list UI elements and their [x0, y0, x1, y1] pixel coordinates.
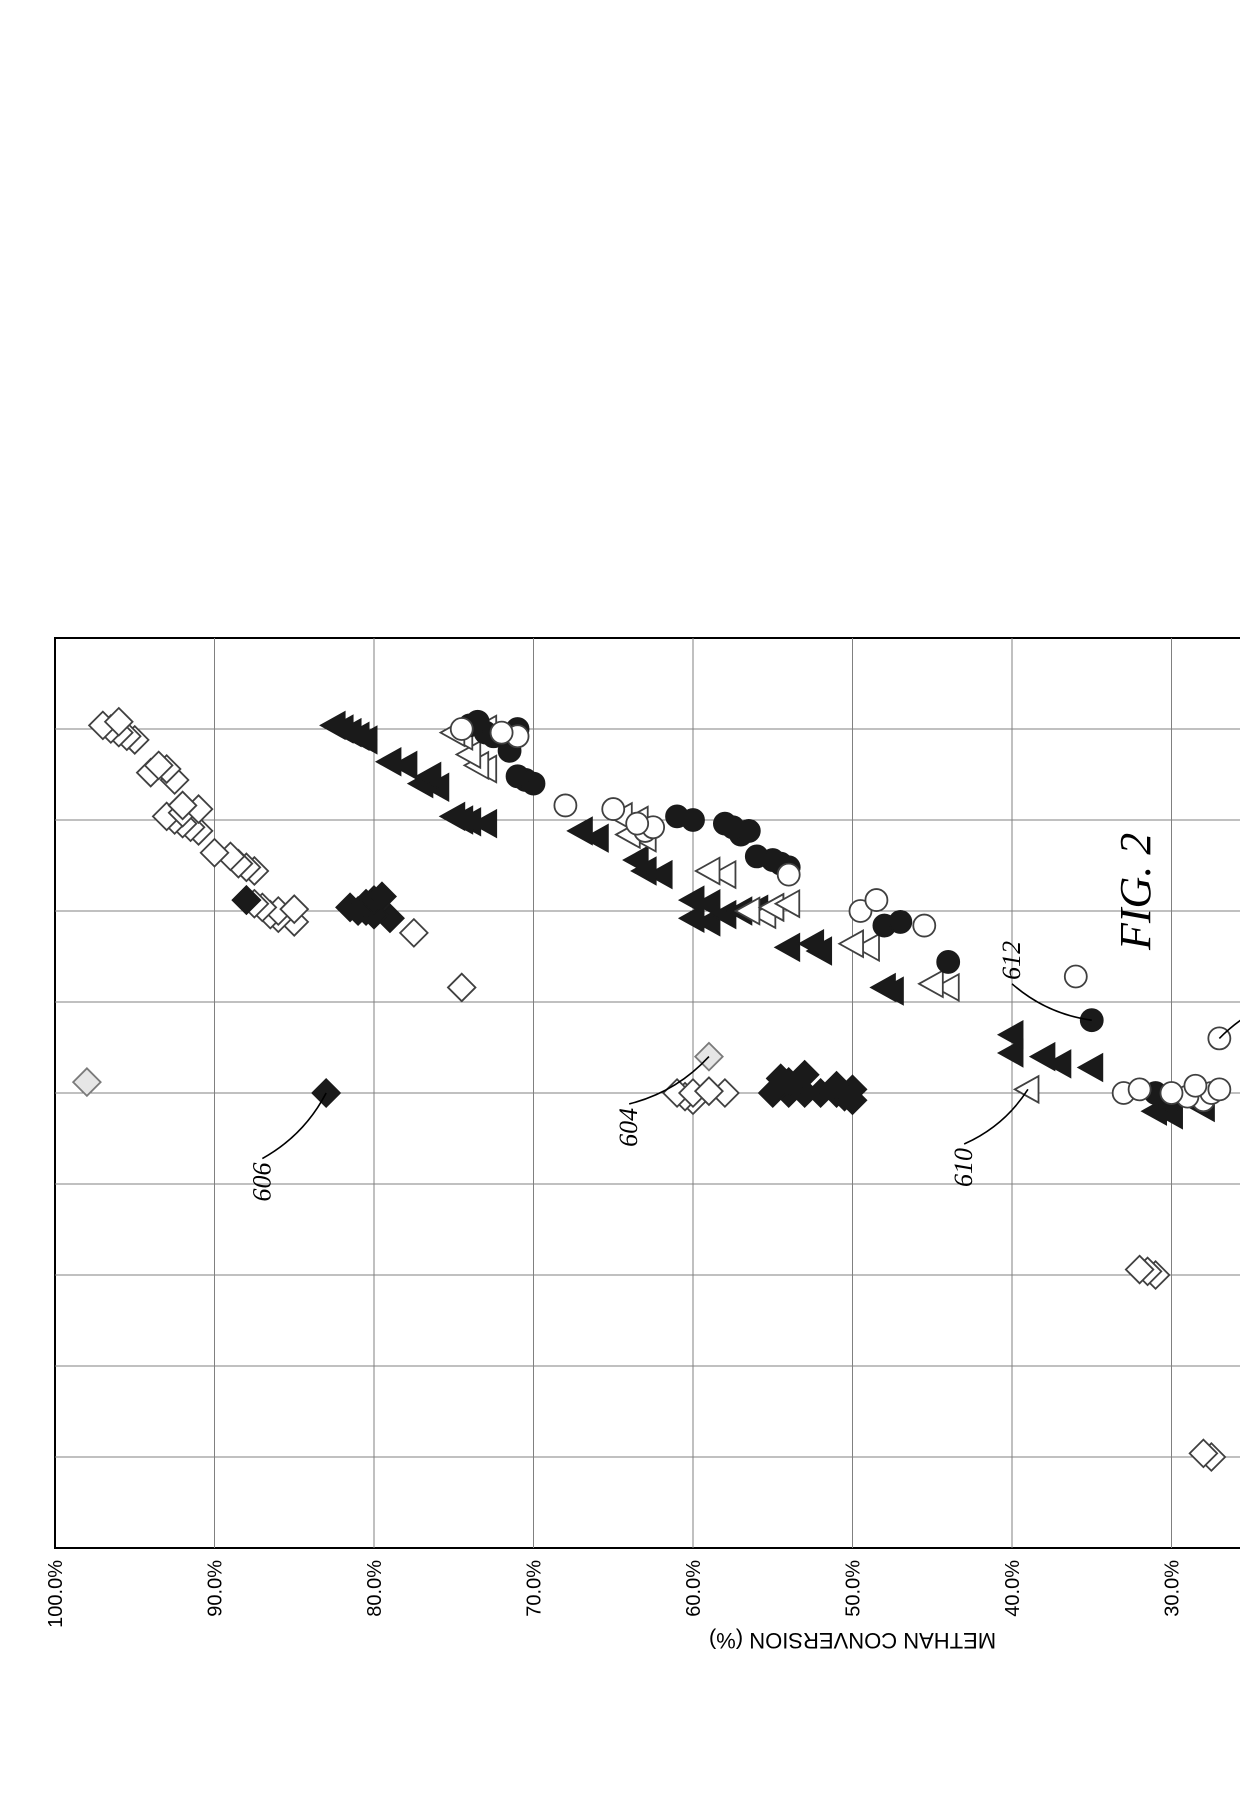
svg-text:METHAN CONVERSION (%): METHAN CONVERSION (%)	[709, 1628, 996, 1653]
svg-text:40.0%: 40.0%	[1002, 1560, 1024, 1617]
scatter-chart: 525.00550.00575.00600.00625.00650.00675.…	[0, 0, 1240, 1793]
svg-text:610: 610	[949, 1148, 978, 1187]
svg-text:606: 606	[247, 1163, 276, 1202]
svg-text:30.0%: 30.0%	[1162, 1560, 1184, 1617]
svg-text:100.0%: 100.0%	[45, 1560, 67, 1628]
svg-text:612: 612	[997, 941, 1026, 980]
svg-text:604: 604	[614, 1108, 643, 1147]
svg-text:70.0%: 70.0%	[524, 1560, 546, 1617]
figure-label: FIG. 2	[1110, 833, 1161, 950]
svg-text:80.0%: 80.0%	[364, 1560, 386, 1617]
svg-text:90.0%: 90.0%	[205, 1560, 227, 1617]
svg-text:60.0%: 60.0%	[683, 1560, 705, 1617]
svg-text:50.0%: 50.0%	[843, 1560, 865, 1617]
